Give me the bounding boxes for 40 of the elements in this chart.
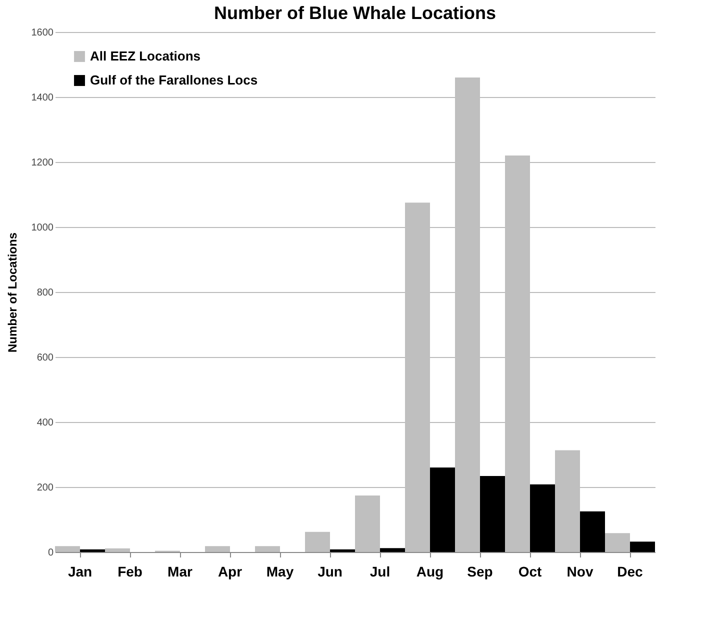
y-tick-label: 1000 — [31, 222, 54, 234]
y-tick-label: 1600 — [31, 28, 54, 38]
x-tick-label: Mar — [168, 564, 193, 580]
bar — [530, 484, 555, 552]
bar — [205, 546, 230, 552]
y-axis-title: Number of Locations — [5, 232, 20, 353]
y-tick-label: 600 — [36, 352, 54, 364]
x-tick-label: May — [266, 564, 294, 580]
bar — [80, 549, 105, 552]
bar — [330, 549, 355, 552]
x-tick-label: Oct — [518, 564, 542, 580]
bar — [580, 511, 605, 552]
bar — [430, 468, 455, 552]
bar — [105, 548, 130, 552]
x-tick-label: Jul — [370, 564, 390, 580]
y-tick-label: 200 — [36, 482, 54, 494]
y-tick-label: 400 — [36, 418, 54, 428]
chart-title: Number of Blue Whale Locations — [214, 3, 496, 23]
x-tick-label: Apr — [218, 564, 243, 580]
bar — [305, 532, 330, 552]
x-tick-label: Aug — [416, 564, 444, 580]
y-tick-label: 1400 — [31, 92, 54, 104]
x-tick-label: Dec — [617, 564, 644, 580]
y-tick-label: 0 — [48, 548, 54, 558]
legend-label: All EEZ Locations — [90, 48, 201, 64]
legend-label: Gulf of the Farallones Locs — [90, 72, 258, 88]
bar — [630, 542, 655, 552]
bar — [355, 495, 380, 552]
x-tick-label: Jan — [68, 564, 92, 580]
x-tick-label: Feb — [118, 564, 142, 580]
x-tick-label: Sep — [467, 564, 493, 580]
x-tick-label: Nov — [566, 564, 594, 580]
y-tick-label: 1200 — [31, 158, 54, 168]
bar — [55, 546, 80, 552]
y-tick-label: 800 — [36, 288, 54, 298]
bar — [380, 548, 405, 552]
x-tick-label: Jun — [318, 564, 342, 580]
bar — [605, 533, 630, 552]
bar — [480, 476, 505, 552]
bar — [255, 546, 280, 552]
